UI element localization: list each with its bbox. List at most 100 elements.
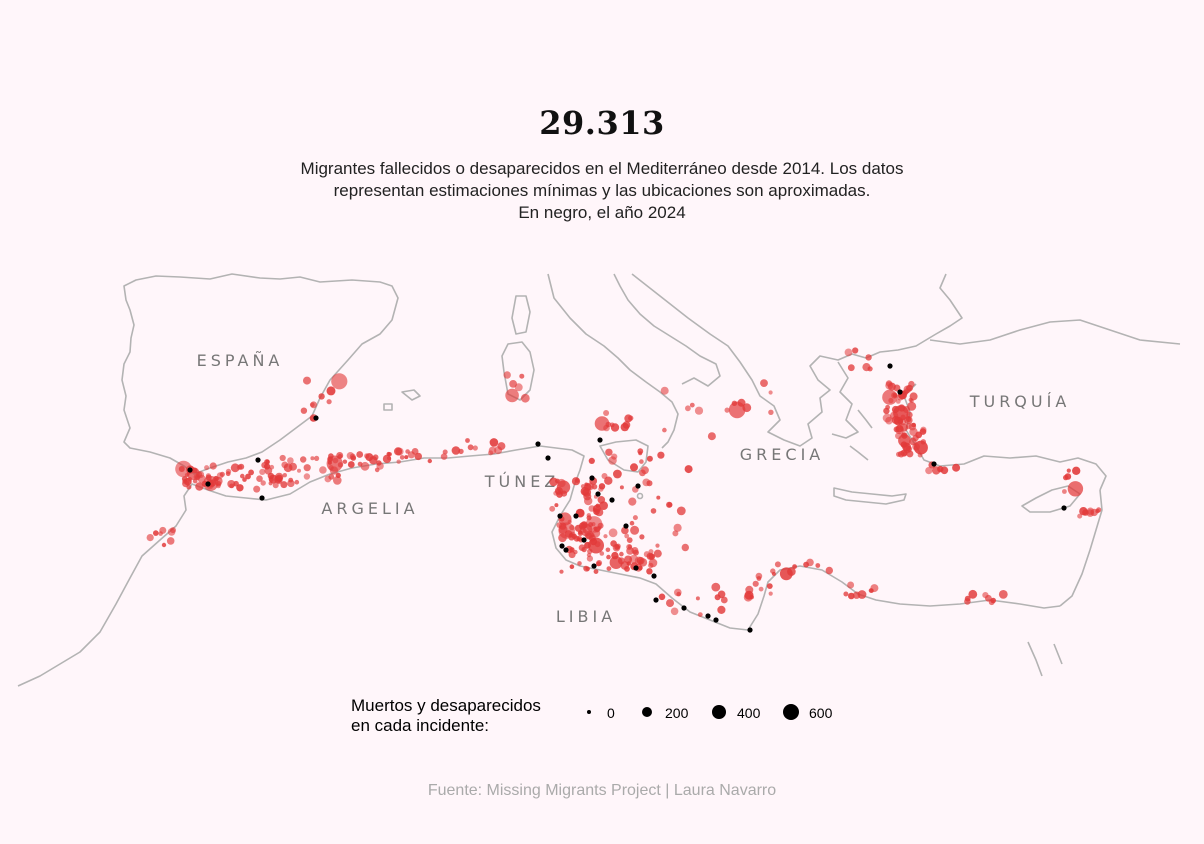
incident-dot bbox=[568, 551, 576, 559]
coastline-balkans bbox=[631, 273, 963, 447]
incident-dot bbox=[204, 465, 210, 471]
incident-dot-2024 bbox=[597, 437, 603, 443]
incident-dot bbox=[697, 612, 703, 617]
incident-dot bbox=[281, 461, 289, 469]
incident-dot bbox=[236, 484, 244, 492]
incident-dot bbox=[326, 455, 343, 472]
incident-dot bbox=[667, 502, 673, 508]
incident-dot bbox=[952, 463, 961, 472]
incident-dot bbox=[580, 484, 586, 489]
incident-dot bbox=[768, 591, 773, 596]
incident-dot bbox=[326, 399, 332, 405]
incident-dot-2024 bbox=[563, 547, 569, 553]
incident-dot bbox=[300, 456, 307, 463]
incident-dot bbox=[720, 596, 728, 604]
legend-items: 0 200 400 600 bbox=[581, 702, 881, 722]
incident-dot-2024 bbox=[747, 627, 753, 633]
incident-dot bbox=[695, 596, 700, 601]
legend-title-line-2: en cada incidente: bbox=[351, 716, 489, 735]
incident-dot bbox=[601, 473, 608, 479]
incident-dot bbox=[694, 406, 704, 415]
coastline-levant bbox=[1059, 489, 1103, 607]
incident-dot bbox=[288, 477, 294, 483]
incident-dot bbox=[646, 568, 653, 575]
incident-dot-2024 bbox=[205, 481, 211, 487]
incident-dot bbox=[891, 392, 898, 399]
incident-dot bbox=[903, 385, 912, 394]
incident-dot-2024 bbox=[931, 461, 937, 467]
incident-dot bbox=[940, 466, 949, 475]
incident-dot-2024 bbox=[187, 467, 193, 473]
coastline-iberia bbox=[121, 273, 399, 475]
incident-dot bbox=[195, 482, 204, 491]
incident-dot bbox=[593, 526, 598, 531]
incident-dot-2024 bbox=[545, 455, 551, 461]
incident-dot bbox=[629, 554, 639, 564]
incident-dot bbox=[672, 530, 679, 537]
incident-dot bbox=[883, 407, 890, 415]
incident-dot bbox=[684, 465, 693, 474]
incident-dot bbox=[238, 463, 245, 470]
incident-dot bbox=[240, 473, 245, 479]
legend-label-0: 0 bbox=[607, 705, 615, 721]
incident-dot bbox=[752, 580, 759, 587]
incident-dot bbox=[908, 380, 915, 388]
incident-dot bbox=[1062, 489, 1067, 494]
incident-dot bbox=[314, 455, 320, 461]
legend-dot-200 bbox=[641, 706, 653, 718]
incident-dot bbox=[890, 411, 899, 420]
incident-dot-2024 bbox=[705, 613, 711, 619]
incident-dot bbox=[932, 466, 941, 475]
incident-dot bbox=[319, 466, 327, 474]
incident-dot bbox=[1063, 474, 1069, 481]
incident-dot-2024 bbox=[713, 617, 719, 623]
incident-dot-2024 bbox=[591, 563, 597, 569]
incident-dot bbox=[229, 483, 235, 489]
incident-dot-2024 bbox=[559, 543, 565, 549]
incident-dot-2024 bbox=[633, 565, 639, 571]
incident-dot bbox=[591, 483, 598, 490]
incident-dot bbox=[268, 481, 273, 486]
incident-dot bbox=[549, 505, 556, 512]
incident-dot bbox=[988, 599, 995, 606]
incident-dot bbox=[717, 590, 726, 599]
incident-dot bbox=[161, 542, 167, 548]
incident-dot bbox=[998, 590, 1008, 599]
incident-dot bbox=[598, 483, 606, 490]
incident-dot bbox=[610, 540, 617, 547]
incident-dot-2024 bbox=[595, 491, 601, 497]
incident-dot bbox=[209, 462, 217, 470]
incident-dot bbox=[505, 388, 519, 403]
incident-dot bbox=[369, 456, 378, 465]
incident-dot bbox=[440, 453, 448, 460]
incident-dot bbox=[917, 452, 923, 458]
incident-dot bbox=[597, 522, 604, 529]
country-labels: ESPAÑA ARGELIA TÚNEZ LIBIA GRECIA TURQUÍ… bbox=[197, 351, 1067, 626]
incident-dot bbox=[554, 503, 559, 508]
incident-dot bbox=[294, 479, 300, 485]
incident-dot bbox=[619, 551, 624, 557]
incident-dot bbox=[639, 459, 644, 464]
incident-dot bbox=[146, 534, 154, 542]
incident-dot bbox=[643, 551, 651, 558]
incident-dot bbox=[685, 405, 691, 412]
incident-dot bbox=[913, 440, 928, 455]
incident-dot bbox=[159, 526, 167, 534]
incident-dot bbox=[242, 477, 247, 482]
incident-dot bbox=[912, 434, 919, 442]
incident-dot bbox=[603, 424, 610, 432]
incident-dot bbox=[596, 560, 603, 566]
incident-dot bbox=[275, 474, 283, 482]
incident-dot bbox=[261, 462, 268, 469]
incident-dot bbox=[331, 373, 348, 390]
legend-label-200: 200 bbox=[665, 705, 689, 721]
incident-dot bbox=[742, 403, 752, 413]
incident-dot bbox=[622, 421, 631, 429]
incident-dot bbox=[599, 551, 605, 556]
incident-dot bbox=[898, 404, 906, 412]
incident-dot bbox=[374, 467, 380, 473]
incident-dot bbox=[606, 566, 612, 571]
incident-dot bbox=[825, 566, 833, 575]
incident-dot bbox=[569, 564, 575, 569]
incident-dot-2024 bbox=[313, 415, 319, 421]
